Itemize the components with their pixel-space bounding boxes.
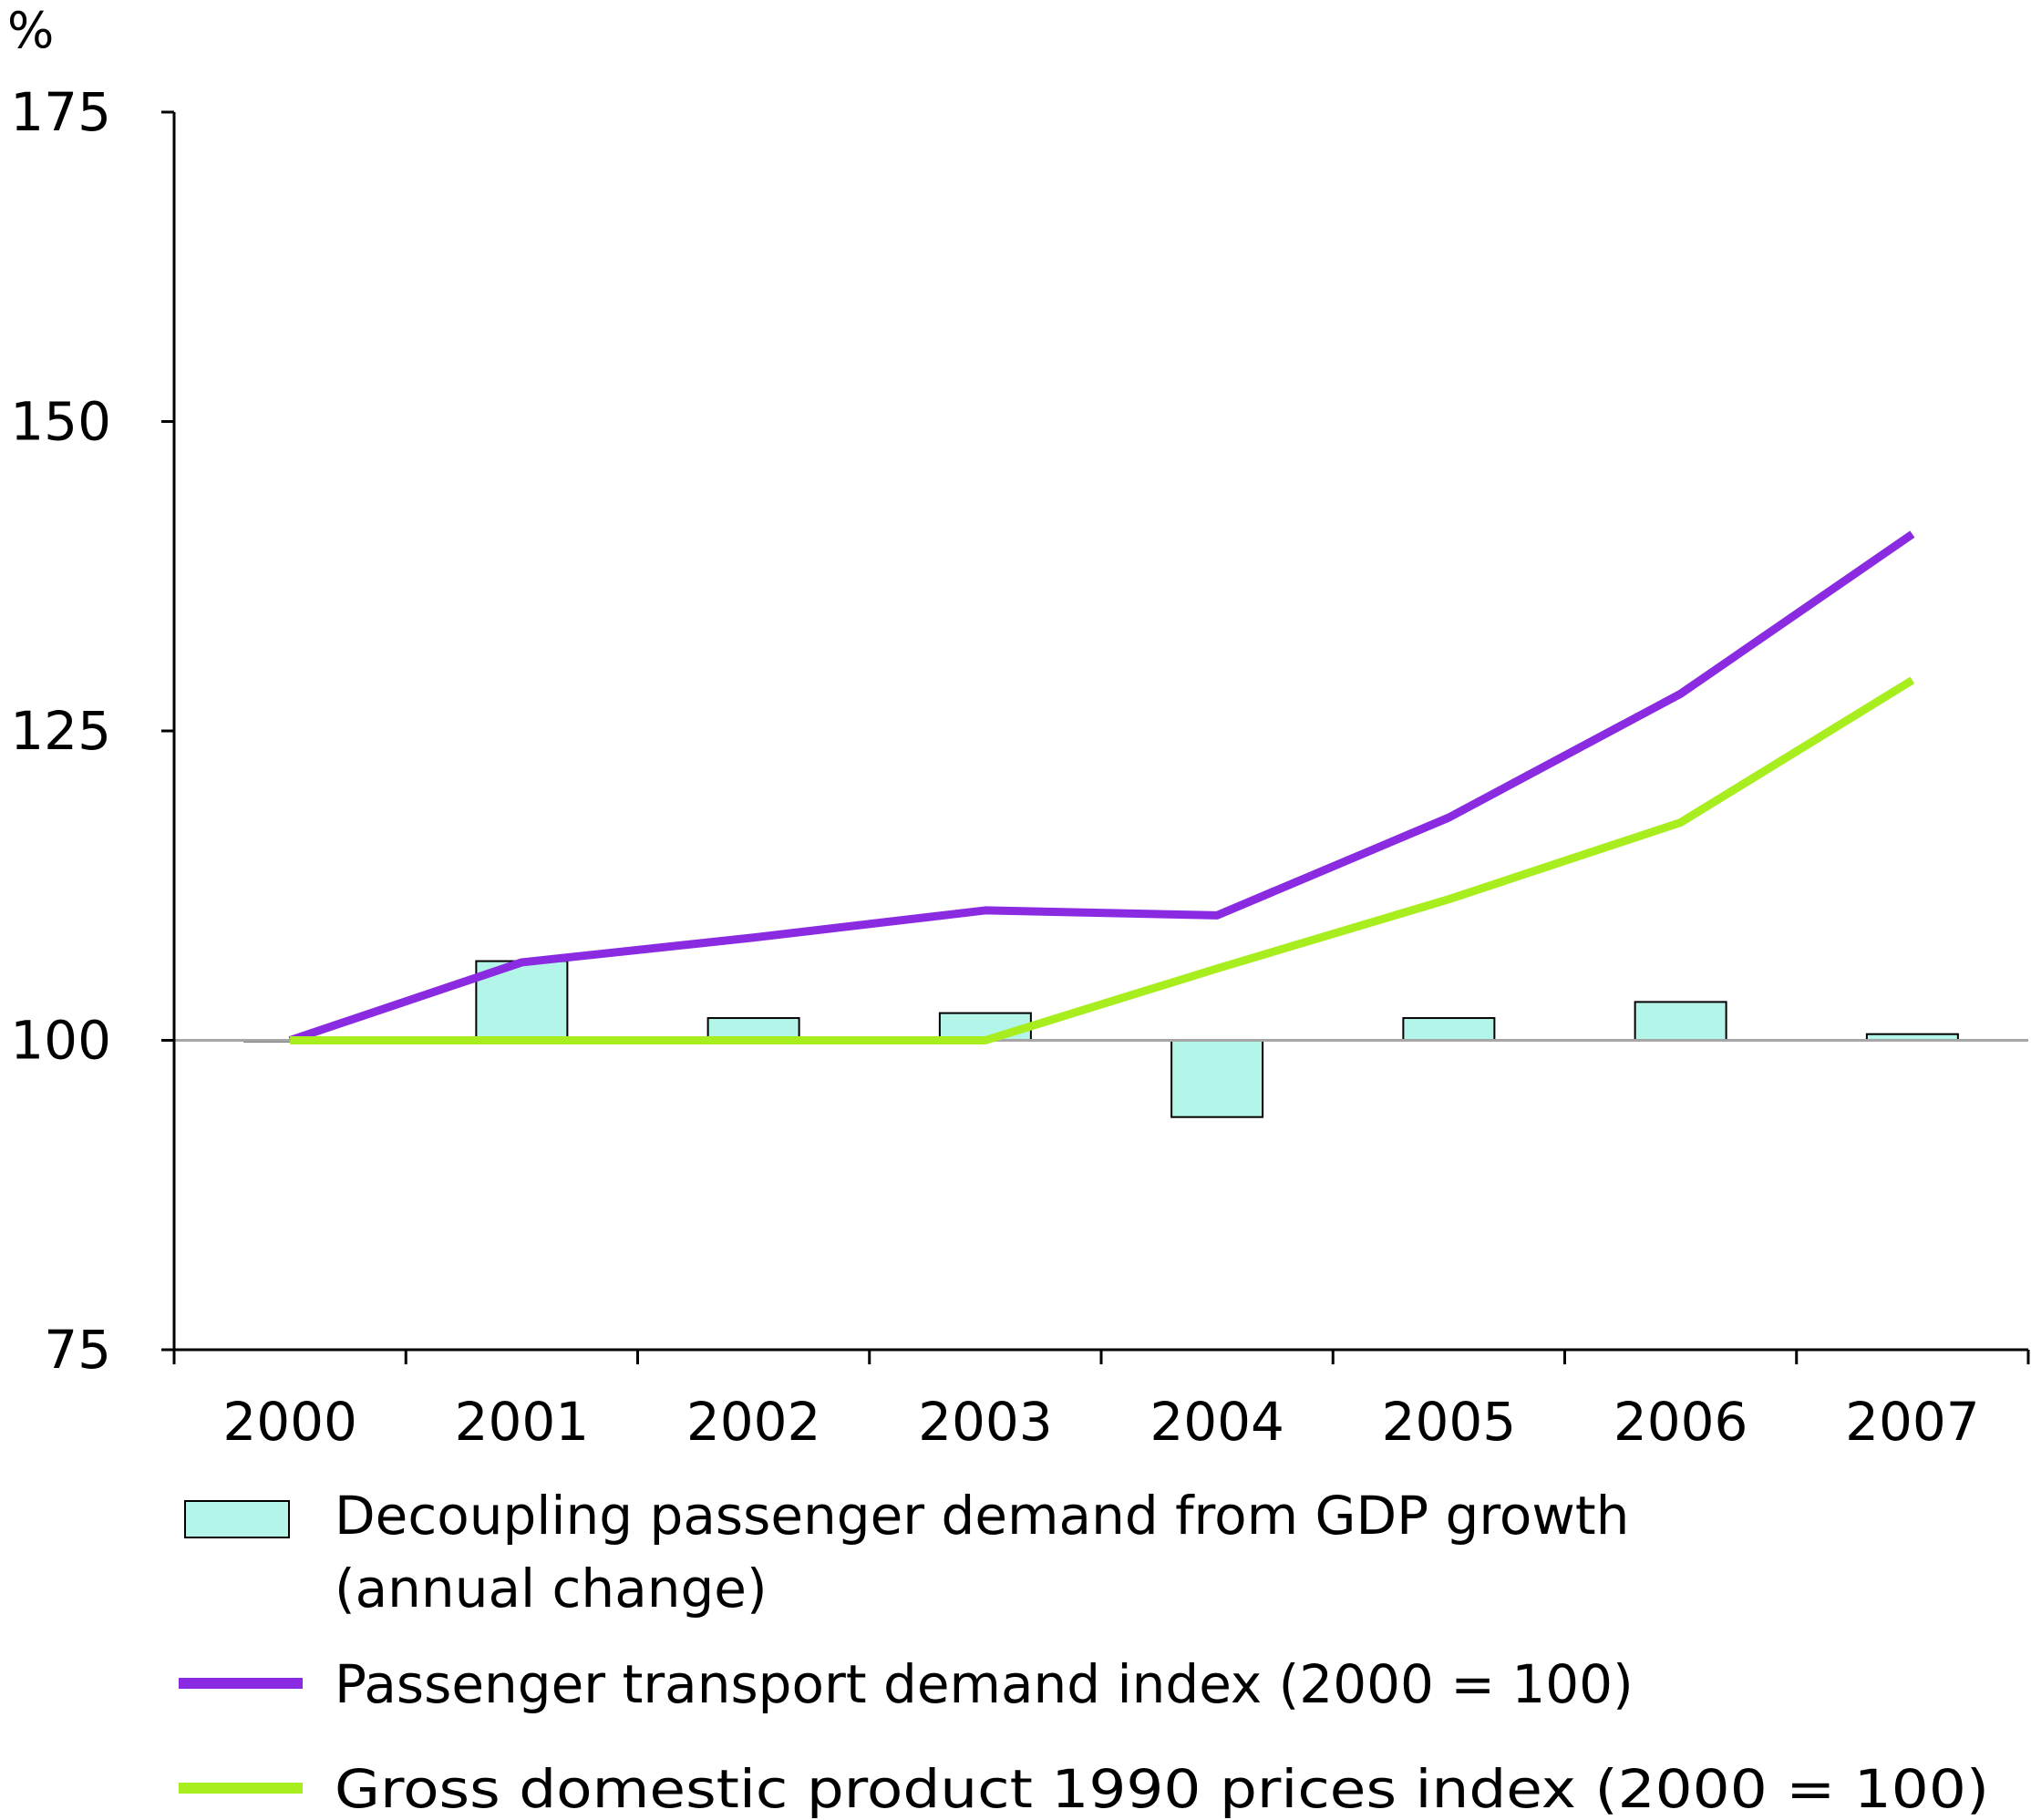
y-tick-label: 100 [10, 1010, 111, 1072]
y-tick-label: 75 [44, 1319, 111, 1381]
series-line-2 [290, 676, 1915, 1044]
series-line-1 [288, 530, 1915, 1044]
y-axis-unit-label: % [7, 2, 54, 59]
x-tick-label: 2005 [1382, 1391, 1517, 1453]
legend: Decoupling passenger demand from GDP gro… [179, 1485, 1989, 1820]
y-tick-label: 175 [10, 81, 111, 143]
x-tick-label: 2000 [222, 1391, 357, 1453]
legend-swatch-bars [184, 1500, 290, 1538]
bar-2004 [1170, 1039, 1264, 1118]
x-tick-label: 2002 [686, 1391, 821, 1453]
plot-area: 75 100 125 150 175 2000 2001 2002 2003 2004 2005 20… [10, 81, 2030, 1453]
legend-label-series-1: Passenger transport demand index (2000 =… [335, 1653, 1634, 1715]
legend-label-series-2: Gross domestic product 1990 prices index… [335, 1758, 1989, 1820]
x-tick-label: 2006 [1613, 1391, 1748, 1453]
x-tick-label: 2007 [1845, 1391, 1980, 1453]
legend-label-bars-line2: (annual change) [335, 1558, 768, 1619]
legend-label-bars: Decoupling passenger demand from GDP gro… [335, 1485, 1629, 1547]
x-tick-label: 2001 [455, 1391, 590, 1453]
y-tick-label: 150 [10, 391, 111, 453]
x-tick-label: 2003 [918, 1391, 1053, 1453]
bar-2006 [1634, 1001, 1727, 1042]
y-tick-label: 125 [10, 700, 111, 762]
bar-2005 [1402, 1017, 1496, 1042]
x-tick-label: 2004 [1150, 1391, 1284, 1453]
